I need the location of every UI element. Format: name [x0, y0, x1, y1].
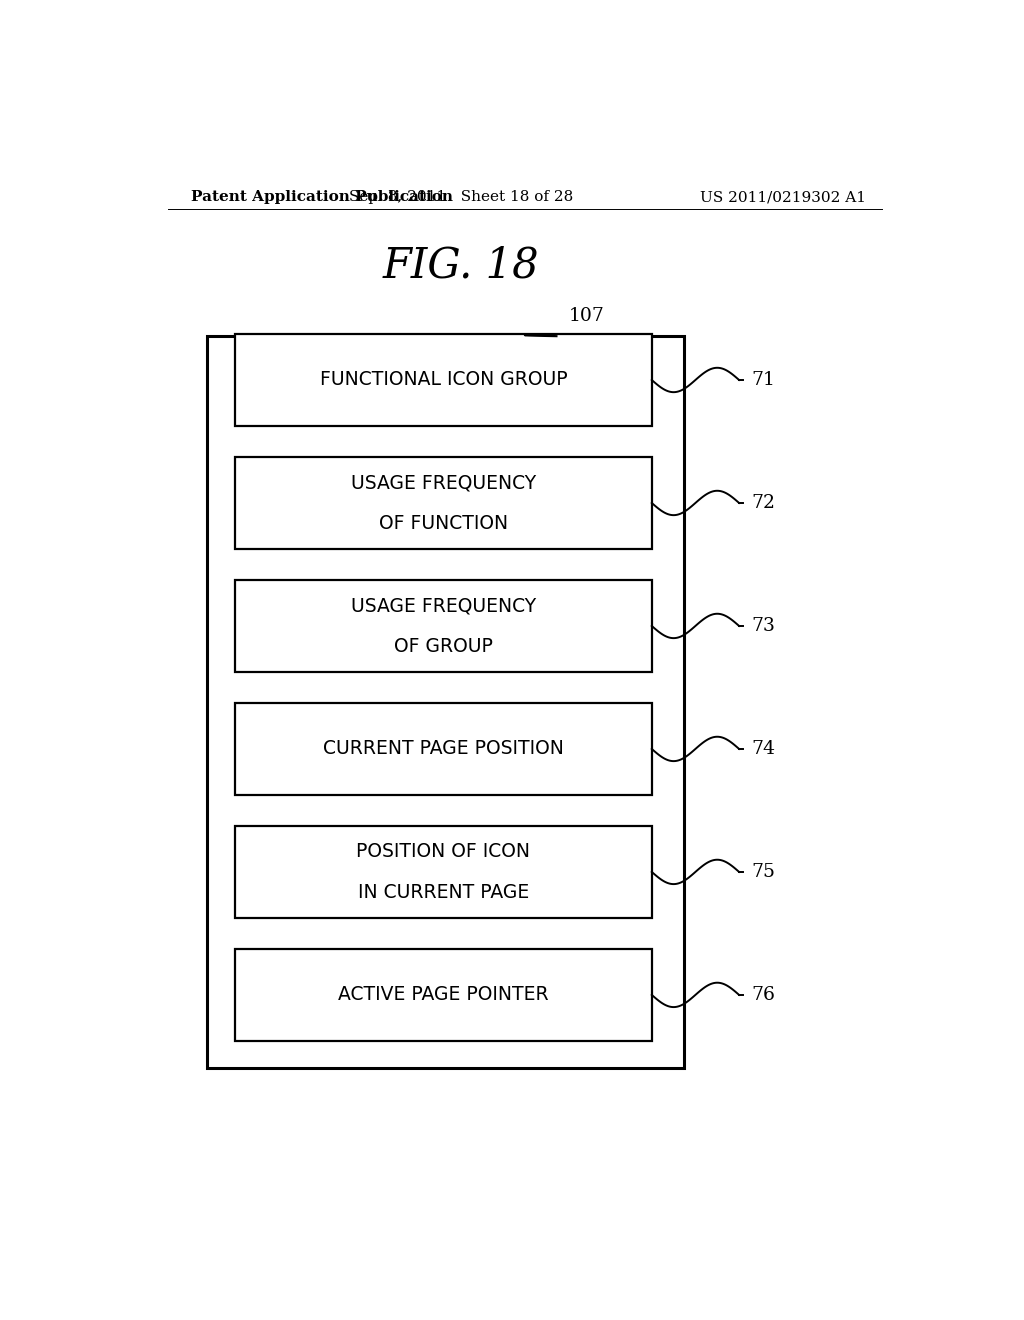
- Text: IN CURRENT PAGE: IN CURRENT PAGE: [357, 883, 529, 902]
- Text: POSITION OF ICON: POSITION OF ICON: [356, 842, 530, 861]
- Text: OF GROUP: OF GROUP: [394, 636, 493, 656]
- Text: USAGE FREQUENCY: USAGE FREQUENCY: [351, 473, 536, 492]
- Bar: [236, 334, 652, 426]
- Text: Patent Application Publication: Patent Application Publication: [191, 190, 454, 205]
- Bar: [207, 337, 684, 1068]
- Text: 74: 74: [751, 741, 775, 758]
- Text: OF FUNCTION: OF FUNCTION: [379, 513, 508, 533]
- Text: Sep. 8, 2011   Sheet 18 of 28: Sep. 8, 2011 Sheet 18 of 28: [349, 190, 573, 205]
- Text: 72: 72: [751, 494, 775, 512]
- Bar: [236, 457, 652, 549]
- Text: 107: 107: [568, 308, 604, 325]
- Bar: [236, 826, 652, 917]
- Bar: [236, 949, 652, 1040]
- Text: 76: 76: [751, 986, 775, 1005]
- Text: FIG. 18: FIG. 18: [383, 244, 540, 286]
- Bar: [236, 581, 652, 672]
- Text: 73: 73: [751, 616, 775, 635]
- Bar: [236, 704, 652, 795]
- Text: ACTIVE PAGE POINTER: ACTIVE PAGE POINTER: [338, 986, 549, 1005]
- Text: USAGE FREQUENCY: USAGE FREQUENCY: [351, 597, 536, 615]
- Text: US 2011/0219302 A1: US 2011/0219302 A1: [700, 190, 866, 205]
- Text: FUNCTIONAL ICON GROUP: FUNCTIONAL ICON GROUP: [319, 371, 567, 389]
- Text: 75: 75: [751, 863, 775, 880]
- Text: CURRENT PAGE POSITION: CURRENT PAGE POSITION: [323, 739, 564, 759]
- Text: 71: 71: [751, 371, 775, 389]
